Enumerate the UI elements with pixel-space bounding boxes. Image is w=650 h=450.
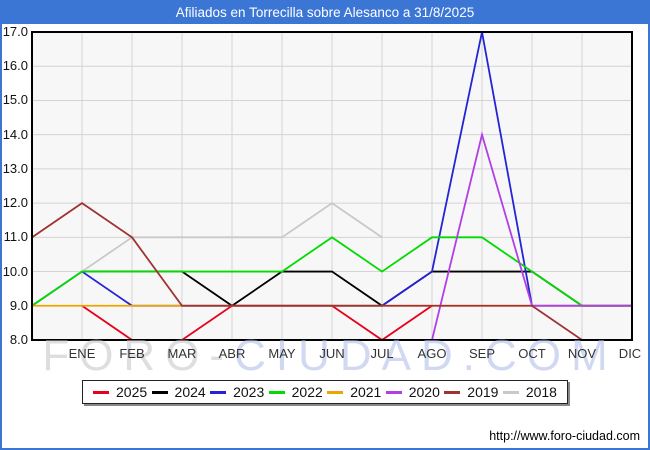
legend-label: 2023 xyxy=(233,384,265,400)
y-axis-label: 11.0 xyxy=(3,229,28,245)
legend-swatch xyxy=(444,390,461,394)
legend-swatch xyxy=(385,390,402,394)
legend-item-2019: 2019 xyxy=(444,384,498,400)
line-chart xyxy=(31,31,633,342)
legend-swatch xyxy=(151,390,168,394)
y-axis-label: 12.0 xyxy=(2,195,28,211)
x-axis-label: MAY xyxy=(268,346,296,361)
x-axis-label: JUN xyxy=(319,346,345,361)
plot-border xyxy=(31,31,633,341)
y-axis-label: 14.0 xyxy=(2,126,28,142)
x-axis-label: FEB xyxy=(119,346,145,361)
x-axis-label: AGO xyxy=(417,346,447,361)
y-axis-label: 8.0 xyxy=(9,332,28,347)
legend-item-2018: 2018 xyxy=(502,384,557,400)
y-axis-label: 17.0 xyxy=(2,24,28,39)
x-axis-label: JUL xyxy=(370,346,394,361)
y-axis-label: 15.0 xyxy=(2,92,28,108)
y-axis-label: 16.0 xyxy=(2,58,28,74)
legend-label: 2019 xyxy=(467,384,499,400)
y-axis-label: 13.0 xyxy=(2,160,28,176)
legend-item-2024: 2024 xyxy=(151,384,206,400)
legend-label: 2018 xyxy=(525,384,557,400)
x-axis-label: ABR xyxy=(218,346,246,361)
y-axis-label: 10.0 xyxy=(2,263,28,279)
x-axis-label: ENE xyxy=(68,346,96,361)
legend-label: 2025 xyxy=(116,384,148,400)
series-line-2022 xyxy=(31,236,632,307)
legend-item-2022: 2022 xyxy=(268,384,323,400)
legend-label: 2024 xyxy=(174,384,206,400)
legend-swatch xyxy=(268,390,285,394)
legend-label: 2022 xyxy=(291,384,323,400)
legend-swatch xyxy=(502,390,519,394)
legend-label: 2020 xyxy=(408,384,440,400)
x-axis-label: DIC xyxy=(618,346,642,361)
legend-swatch xyxy=(210,390,227,394)
x-axis-label: OCT xyxy=(518,346,546,361)
x-axis-label: NOV xyxy=(567,346,597,361)
y-axis-label: 9.0 xyxy=(9,297,28,313)
page-title: Afiliados en Torrecilla sobre Alesanco a… xyxy=(2,2,648,24)
series-line-2019 xyxy=(31,202,632,341)
legend-item-2020: 2020 xyxy=(385,384,440,400)
legend: 2025 2024 2023 2022 2021 2020 2019 2018 xyxy=(82,380,568,404)
legend-swatch xyxy=(327,390,344,394)
x-axis-label: MAR xyxy=(167,346,197,361)
legend-item-2025: 2025 xyxy=(93,384,147,400)
footer-link[interactable]: http://www.foro-ciudad.com xyxy=(489,429,640,443)
x-axis-label: SEP xyxy=(468,346,496,361)
legend-item-2021: 2021 xyxy=(327,384,381,400)
legend-item-2023: 2023 xyxy=(210,384,264,400)
legend-label: 2021 xyxy=(350,384,382,400)
legend-swatch xyxy=(93,390,109,394)
